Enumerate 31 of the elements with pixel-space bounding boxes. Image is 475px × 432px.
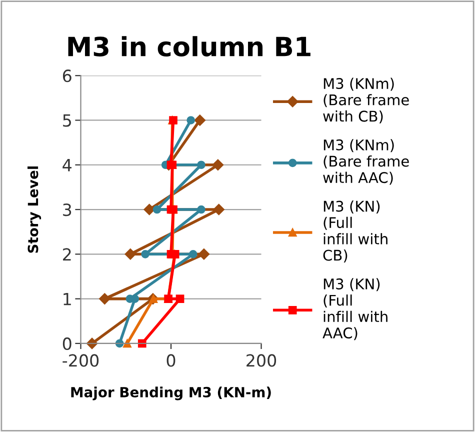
legend-label: M3 (KNm) (Bare frame with CB)	[323, 78, 409, 124]
point	[212, 159, 224, 170]
x-axis-title: Major Bending M3 (KN-m)	[71, 386, 271, 400]
legend-label: M3 (KN) (Full infill with AAC)	[322, 278, 388, 340]
legend-label: M3 (KNm) (Bare frame with AAC)	[323, 139, 409, 185]
point	[213, 204, 224, 216]
point	[198, 248, 210, 260]
y-tick-label: 1	[64, 292, 71, 306]
y-tick-label: 5	[63, 114, 71, 127]
x-tick-label: -200	[62, 354, 99, 367]
point	[197, 205, 206, 214]
y-tick-label: 0	[62, 337, 72, 350]
point	[188, 250, 198, 258]
x-tick-label: 0	[166, 354, 176, 367]
y-tick-label: 2	[63, 248, 71, 260]
y-tick-label: 6	[62, 70, 72, 82]
chart-title: M3 in column B1	[68, 36, 310, 57]
point	[176, 294, 184, 303]
y-tick-label: 4	[62, 159, 72, 172]
point	[124, 248, 136, 260]
point	[197, 160, 206, 170]
x-tick-label: 200	[246, 354, 276, 367]
point	[144, 204, 155, 216]
legend-label: M3 (KN) (Full infill with CB)	[323, 200, 388, 262]
point	[141, 250, 150, 258]
y-tick-label: 3	[63, 203, 72, 216]
point	[152, 205, 162, 214]
y-axis-title: Story Level	[27, 166, 42, 253]
point	[194, 114, 206, 126]
point	[186, 116, 196, 124]
point	[99, 293, 110, 304]
